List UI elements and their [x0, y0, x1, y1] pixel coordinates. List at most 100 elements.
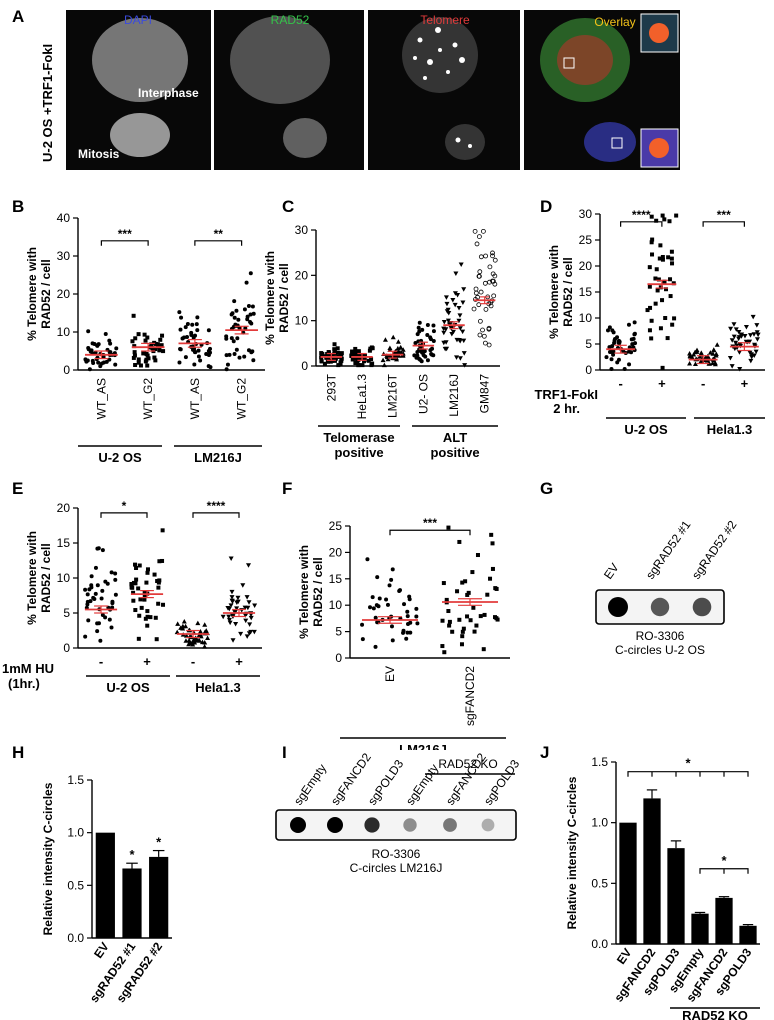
data-point	[157, 578, 162, 583]
data-point	[742, 333, 748, 339]
data-point	[405, 609, 410, 614]
data-point	[728, 326, 734, 332]
panel-g-caption-2: C-circles U-2 OS	[615, 643, 705, 657]
panel-i-caption-1: RO-3306	[372, 847, 421, 861]
data-point	[242, 307, 247, 312]
bar	[691, 913, 709, 944]
data-point	[227, 620, 233, 626]
data-point	[108, 341, 113, 346]
data-point	[206, 352, 211, 357]
data-point	[332, 342, 337, 347]
data-point	[460, 329, 466, 335]
overlay-roi-box-1	[563, 57, 575, 69]
data-point	[687, 350, 693, 356]
data-point	[398, 350, 404, 355]
data-point	[194, 322, 199, 327]
data-point	[420, 327, 425, 332]
y-axis-label-line: % Telomere with	[297, 545, 311, 639]
data-point	[130, 585, 135, 590]
data-point	[233, 621, 239, 627]
data-point	[98, 638, 103, 643]
data-point	[142, 594, 147, 599]
data-point	[113, 571, 118, 576]
data-point	[175, 621, 181, 626]
data-point	[753, 349, 759, 355]
data-point	[747, 350, 753, 356]
data-point	[86, 329, 91, 334]
data-point	[408, 630, 413, 635]
data-point	[93, 591, 98, 596]
data-point	[649, 336, 654, 341]
data-point	[326, 350, 331, 355]
data-point	[183, 355, 188, 360]
data-point	[320, 353, 325, 358]
data-point	[447, 623, 452, 628]
panel-letter-h: H	[12, 743, 24, 762]
y-tick-label: 10	[295, 314, 309, 328]
data-point	[96, 546, 101, 551]
significance-bracket	[100, 240, 149, 246]
data-point	[486, 326, 492, 332]
data-point	[665, 336, 670, 341]
data-point	[224, 353, 229, 358]
panel-letter-j: J	[540, 743, 549, 762]
significance-label: ***	[118, 227, 132, 241]
data-point	[712, 361, 718, 367]
data-point	[145, 363, 150, 368]
data-point	[666, 255, 671, 260]
data-point	[460, 629, 465, 634]
panel-d-chart: 0 5 10 15 20 25 30 % Telomere withRAD52 / cell -…	[534, 207, 765, 437]
data-point	[492, 257, 498, 263]
data-point	[460, 580, 465, 585]
data-point	[385, 602, 390, 607]
data-point	[415, 350, 420, 355]
y-tick-label: 30	[57, 249, 71, 263]
significance-bracket	[627, 771, 749, 777]
data-point	[609, 357, 614, 362]
data-point	[139, 605, 144, 610]
data-point	[225, 362, 230, 367]
data-point	[375, 575, 380, 580]
data-point	[95, 583, 100, 588]
data-point	[431, 323, 436, 328]
data-point	[711, 347, 717, 352]
data-point	[667, 219, 672, 224]
data-point	[244, 595, 250, 600]
data-point	[185, 334, 190, 339]
data-point	[224, 367, 229, 372]
data-point	[630, 342, 635, 347]
data-point	[137, 613, 142, 618]
data-point	[649, 214, 654, 219]
data-point	[457, 617, 462, 622]
bar	[619, 822, 637, 944]
data-point	[152, 572, 157, 577]
data-point	[143, 616, 148, 621]
data-point	[220, 614, 226, 620]
data-point	[743, 339, 749, 345]
data-point	[339, 358, 344, 363]
y-axis-label-line: RAD52 / cell	[277, 263, 291, 332]
data-point	[105, 581, 110, 586]
data-point	[143, 338, 148, 343]
panel-a-side-label: U-2 OS +TRF1-FokI	[40, 44, 55, 162]
y-axis-label-line: RAD52 / cell	[561, 257, 575, 326]
data-point	[138, 363, 143, 368]
data-point	[159, 343, 164, 348]
data-point	[129, 581, 134, 586]
data-point	[465, 592, 470, 597]
panel-g-caption-1: RO-3306	[636, 629, 685, 643]
data-point	[450, 629, 455, 634]
data-point	[95, 629, 100, 634]
data-point	[710, 360, 716, 366]
data-point	[755, 332, 761, 338]
data-point	[457, 326, 463, 331]
data-point	[441, 340, 447, 346]
blot-dot	[364, 817, 380, 833]
data-point	[132, 350, 137, 355]
data-point	[480, 327, 485, 333]
data-point	[485, 592, 490, 597]
data-point	[109, 625, 114, 630]
group-label: ALT	[443, 430, 467, 445]
data-point	[473, 286, 479, 292]
data-point	[737, 366, 743, 372]
